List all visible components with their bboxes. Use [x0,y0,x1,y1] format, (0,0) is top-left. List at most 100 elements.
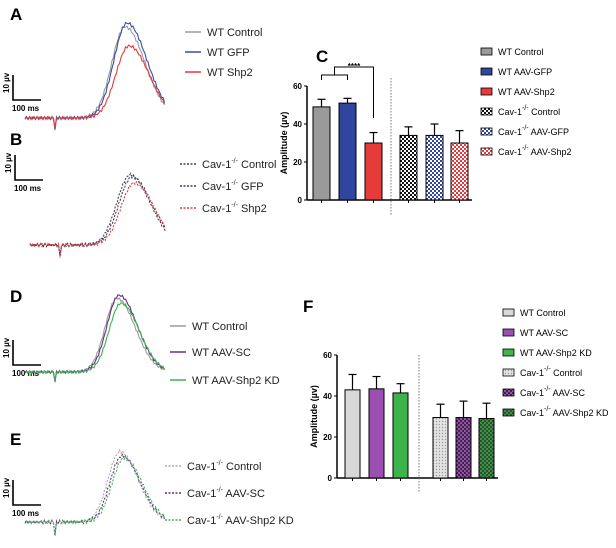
y-tick-label: 60 [323,351,332,360]
trace-1 [24,21,166,130]
legend-superscript: -/- [216,460,223,467]
panel-A: A 10 µv 100 ms [2,5,201,131]
bar [392,392,409,479]
scale-time: 100 ms [12,104,40,113]
legend-label: WT AAV-SC [520,328,569,338]
scale-bar [12,75,41,101]
trace-1 [29,174,166,257]
legend-name: WT AAV-Shp2 KD [520,348,592,358]
trace-2 [24,44,166,129]
scale-voltage: 10 µv [2,72,11,93]
bar [344,389,361,479]
trace-2 [24,455,166,534]
trace-0 [29,172,166,256]
legend-label: WT GFP [207,47,250,59]
legend-label: Cav-1-/- AAV-Shp2 KD [187,514,294,527]
legend-label: Cav-1-/- AAV-Shp2 [498,145,572,157]
legend-name: Cav-1 [498,147,522,157]
legend-label: Cav-1-/- Control [187,460,261,473]
y-tick-label: 0 [298,196,303,205]
significance-label: **** [348,62,361,71]
legend-suffix: AAV-SC [223,488,265,500]
trace-2 [24,302,165,381]
scale-voltage: 10 µv [2,477,11,498]
bar [432,417,449,479]
bar [312,106,331,201]
legend-label: WT AAV-Shp2 [498,87,555,97]
legend-name: Cav-1 [187,461,216,473]
scale-time: 100 ms [14,184,42,193]
legend-name: WT Control [207,27,262,39]
legend-swatch [480,47,493,56]
legend-swatch [502,388,515,397]
legend-label: Cav-1-/- AAV-Shp2 KD [520,406,609,418]
y-tick-label: 20 [323,433,332,442]
legend-name: WT Control [520,308,565,318]
y-axis-label: Amplitude (µv) [309,385,319,448]
y-tick-label: 0 [328,474,333,483]
legend-superscript: -/- [522,125,529,132]
legend-label: WT Control [192,321,247,333]
legend-swatch [480,107,493,116]
panel-E: E 10 µv 100 ms [2,430,181,537]
legend-label: Cav-1-/- AAV-SC [520,386,585,398]
bar [368,388,385,479]
legend-name: WT AAV-SC [520,328,569,338]
legend-name: Cav-1 [498,107,522,117]
panel-label: C [316,47,328,66]
legend-suffix: Control [238,159,277,171]
legend-name: Cav-1 [520,388,544,398]
panel-label: E [10,430,21,449]
panel-D: D 10 µv 100 ms [2,287,186,383]
panel-label: B [10,130,22,149]
legend-swatch [480,67,493,76]
legend-superscript: -/- [231,180,238,187]
legend-label: WT Shp2 [207,67,253,79]
legend-label: Cav-1-/- Control [202,158,276,171]
legend-name: Cav-1 [202,159,231,171]
trace-2 [29,180,166,258]
panel-label: F [303,297,313,316]
legend-name: Cav-1 [202,203,231,215]
legend-label: Cav-1-/- GFP [202,180,264,193]
scale-voltage: 10 µv [2,337,11,358]
legend-name: Cav-1 [520,408,544,418]
legend-swatch [502,408,515,417]
legend-label: Cav-1-/- Control [498,105,560,117]
y-tick-label: 20 [293,158,302,167]
legend-superscript: -/- [544,406,551,413]
legend-suffix: Control [223,461,262,473]
legend-superscript: -/- [231,202,238,209]
legend-name: WT AAV-SC [192,347,251,359]
legend-superscript: -/- [216,487,223,494]
legend-name: Cav-1 [202,181,231,193]
legend-superscript: -/- [544,366,551,373]
bar [455,417,472,479]
bar [399,134,418,201]
legend-name: WT Shp2 [207,67,253,79]
bar [338,102,357,201]
legend-label: Cav-1-/- AAV-GFP [498,125,569,137]
legend-name: Cav-1 [498,127,522,137]
bar-chart-C: C 0 20 40 60 Amplitude (µv) **** [279,47,493,215]
legend-suffix: AAV-Shp2 KD [223,515,294,527]
legend-suffix: AAV-SC [551,388,586,398]
y-tick-label: 40 [293,120,302,129]
legend-suffix: GFP [238,181,264,193]
trace-1 [24,294,165,382]
bar [364,142,383,201]
scale-bar [14,155,43,181]
legend-label: WT Control [498,47,543,57]
legend-label: WT AAV-Shp2 KD [192,375,280,387]
legend-superscript: -/- [231,158,238,165]
y-axis-label: Amplitude (µv) [279,112,289,175]
legend-suffix: AAV-Shp2 [529,147,572,157]
scale-bar [12,480,41,506]
legend-swatch [480,127,493,136]
legend-swatch [502,368,515,377]
legend-swatch [502,308,515,317]
legend-superscript: -/- [544,386,551,393]
legend-suffix: Shp2 [238,203,267,215]
scale-bar [12,340,41,366]
